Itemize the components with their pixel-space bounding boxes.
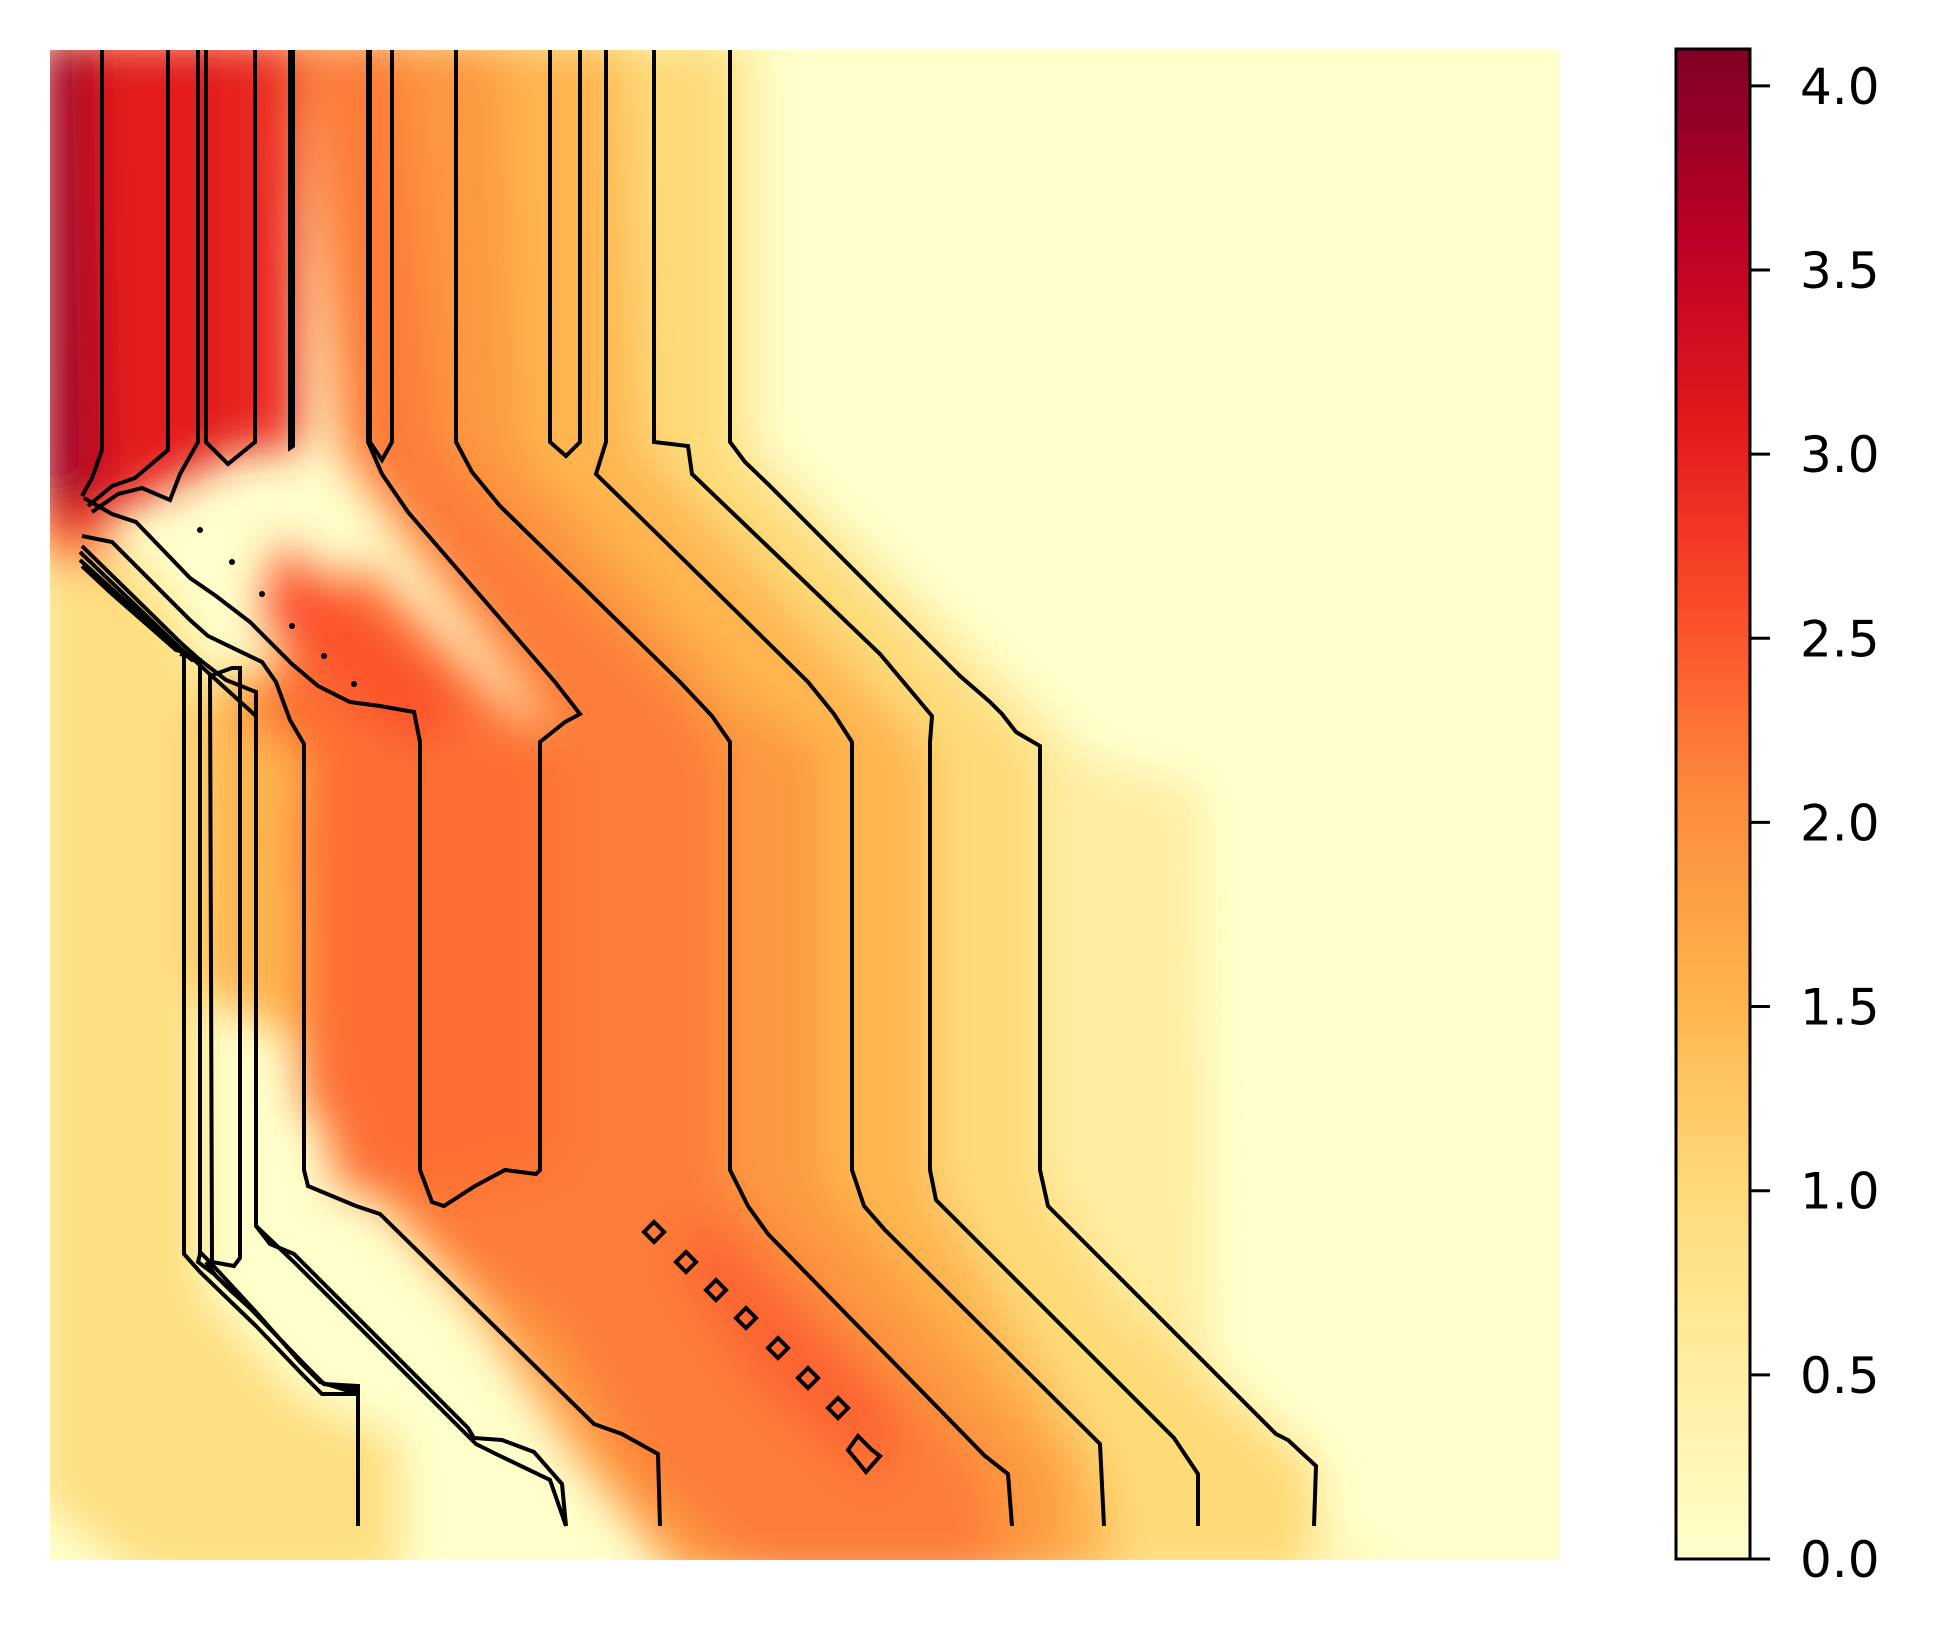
contour-island [259, 591, 265, 597]
heatmap-region [260, 540, 460, 750]
contour-island [795, 1365, 821, 1391]
contour-line [593, 50, 1106, 1527]
contour-lines [78, 50, 1319, 1527]
contour-island [673, 1249, 699, 1275]
contour-island [733, 1305, 759, 1331]
colorbar-ticks: 0.0 0.5 1.0 1.5 2.0 2.5 3.0 3.5 4.0 [1750, 58, 1880, 1589]
contour-island [351, 681, 357, 687]
colorbar-gradient [1676, 49, 1750, 1559]
contour-island [825, 1395, 851, 1421]
contour-line [204, 1260, 359, 1392]
heatmap-plot [50, 50, 1560, 1560]
colorbar-tick-label: 1.5 [1800, 979, 1880, 1037]
contour-line [652, 50, 1200, 1526]
colorbar: 0.0 0.5 1.0 1.5 2.0 2.5 3.0 3.5 4.0 [1674, 47, 1880, 1589]
contour-line [368, 50, 394, 464]
contour-line [548, 50, 582, 459]
contour-line [90, 50, 200, 514]
contour-island [703, 1277, 729, 1303]
contour-line [204, 50, 257, 467]
heatmap-region [50, 560, 400, 1560]
colorbar-tick-label: 3.0 [1800, 426, 1880, 484]
colorbar-frame [1674, 47, 1752, 1561]
contour-island [229, 559, 235, 565]
contour-island [321, 653, 327, 659]
contour-island [289, 623, 295, 629]
contour-island [641, 1219, 667, 1245]
heatmap-region [50, 50, 100, 525]
colorbar-tick-label: 2.5 [1800, 610, 1880, 668]
contour-island [197, 527, 203, 533]
colorbar-tick-label: 1.0 [1800, 1163, 1880, 1221]
heatmap-region [590, 50, 1320, 1560]
contour-island [845, 1432, 883, 1476]
contour-line [80, 564, 360, 1526]
contour-line [454, 50, 1014, 1527]
colorbar-tick-label: 2.0 [1800, 794, 1880, 852]
contour-line [81, 534, 662, 1527]
contour-line [83, 50, 584, 1209]
colorbar-tick-label: 0.5 [1800, 1347, 1880, 1405]
contour-line [288, 50, 295, 452]
contour-line [728, 50, 1319, 1527]
colorbar-tick-label: 0.0 [1800, 1531, 1880, 1589]
heatmap-region [240, 560, 560, 1200]
contour-line [80, 50, 104, 497]
heatmap-region [680, 1220, 900, 1480]
contour-line [86, 50, 170, 508]
contour-line [78, 550, 568, 1527]
contour-island [765, 1335, 791, 1361]
colorbar-tick-label: 4.0 [1800, 58, 1880, 116]
colorbar-tick-label: 3.5 [1800, 242, 1880, 300]
